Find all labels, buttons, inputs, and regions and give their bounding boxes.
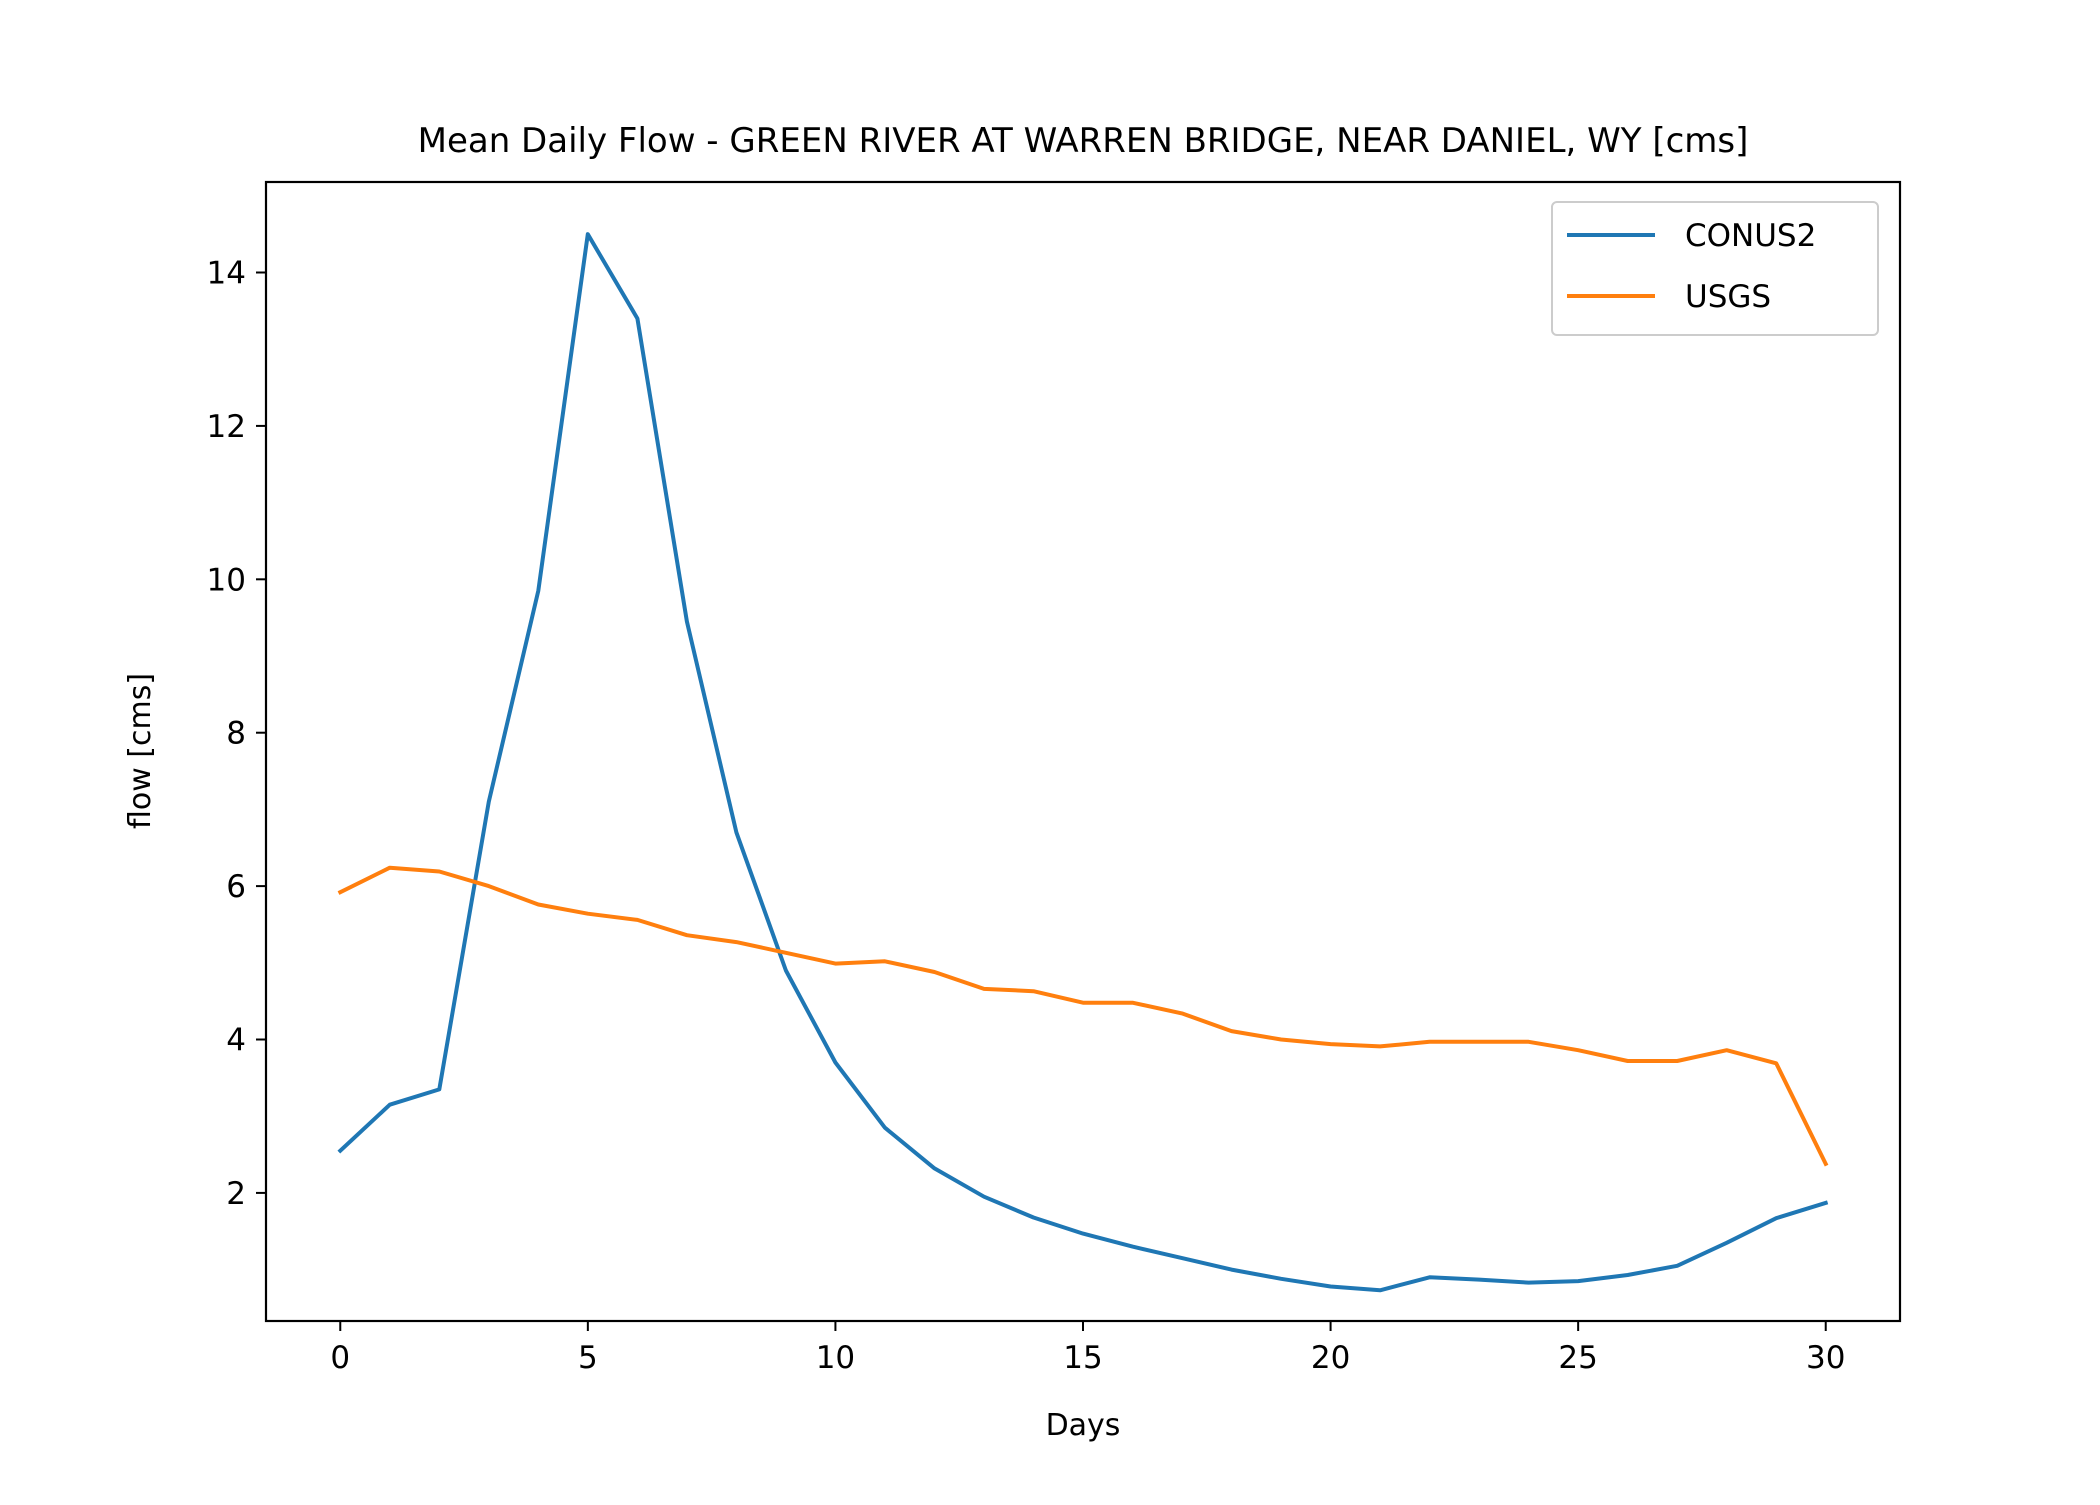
- y-tick-label: 8: [226, 716, 246, 752]
- y-tick-label: 6: [226, 869, 246, 905]
- legend: CONUS2 USGS: [1551, 201, 1879, 336]
- axis-ticks: 0 5 10 15 20 25 30 2 4 6 8 10 12 14: [207, 256, 1846, 1376]
- y-axis-label: flow [cms]: [123, 673, 158, 829]
- axes-frame: [264, 180, 1902, 1323]
- x-tick-label: 25: [1558, 1340, 1597, 1376]
- series-line-conus2: [337, 232, 1829, 1293]
- x-tick-label: 0: [330, 1340, 350, 1376]
- y-tick-label: 4: [226, 1023, 246, 1059]
- x-tick-label: 10: [816, 1340, 855, 1376]
- x-axis-label: Days: [1046, 1408, 1121, 1443]
- legend-label-usgs: USGS: [1685, 279, 1771, 315]
- x-tick-label: 15: [1063, 1340, 1102, 1376]
- series-line-usgs: [337, 865, 1829, 1167]
- y-tick-label: 10: [207, 562, 246, 598]
- chart-title: Mean Daily Flow - GREEN RIVER AT WARREN …: [418, 121, 1749, 161]
- y-tick-label: 14: [207, 256, 246, 292]
- x-tick-label: 5: [578, 1340, 598, 1376]
- y-tick-label: 2: [226, 1176, 246, 1212]
- x-tick-label: 20: [1311, 1340, 1350, 1376]
- y-tick-label: 12: [207, 409, 246, 445]
- plot-area: [337, 232, 1829, 1293]
- x-tick-label: 30: [1806, 1340, 1845, 1376]
- legend-label-conus2: CONUS2: [1685, 218, 1816, 254]
